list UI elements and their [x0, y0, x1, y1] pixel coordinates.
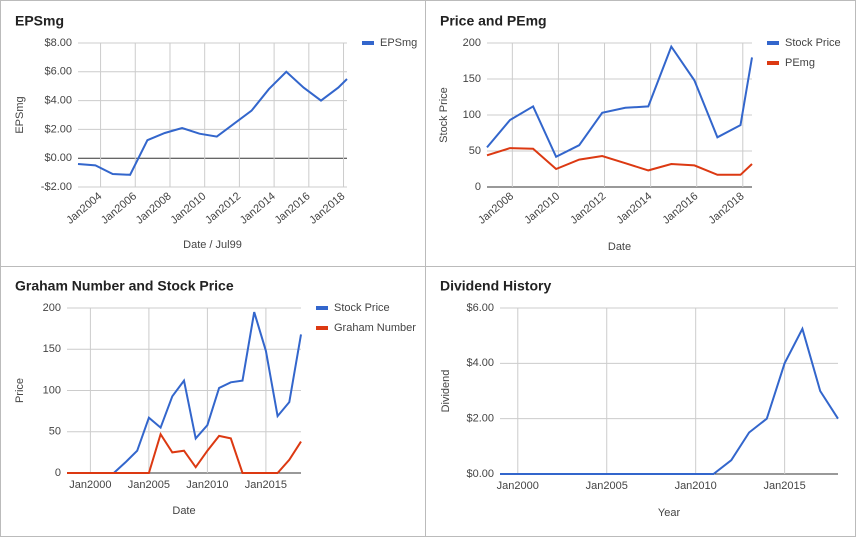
data-line	[486, 147, 753, 176]
y-tick-label: $4.00	[466, 357, 494, 369]
legend-label: Stock Price	[334, 302, 390, 314]
legend-label: EPSmg	[380, 37, 417, 49]
chart-title: Graham Number and Stock Price	[15, 278, 234, 294]
y-tick-label: -$2.00	[41, 181, 72, 193]
x-tick-label: Jan2005	[128, 479, 170, 491]
y-tick-label: $2.00	[44, 123, 72, 135]
x-tick-label: Jan2015	[245, 479, 287, 491]
x-tick-label: Jan2010	[522, 190, 562, 226]
x-tick-label: Jan2006	[99, 190, 139, 226]
x-tick-label: Jan2000	[69, 479, 111, 491]
y-tick-label: $0.00	[466, 468, 494, 480]
x-tick-label: Jan2008	[476, 190, 516, 226]
legend-label: Graham Number	[334, 322, 416, 334]
legend-label: PEmg	[785, 57, 815, 69]
y-axis-title: Price	[14, 378, 26, 403]
data-line	[77, 70, 348, 176]
y-tick-label: 50	[49, 426, 61, 438]
x-axis-title: Date	[608, 241, 631, 253]
data-line	[486, 44, 753, 159]
x-tick-label: Jan2004	[64, 190, 104, 226]
y-tick-label: $6.00	[466, 302, 494, 314]
x-tick-label: Jan2010	[168, 190, 208, 226]
x-tick-label: Jan2008	[134, 190, 174, 226]
x-tick-label: Jan2012	[568, 190, 608, 226]
x-tick-label: Jan2010	[675, 480, 717, 492]
x-tick-label: Jan2015	[764, 480, 806, 492]
y-tick-label: $0.00	[44, 152, 72, 164]
x-tick-label: Jan2000	[497, 480, 539, 492]
y-tick-label: 0	[55, 467, 61, 479]
x-tick-label: Jan2005	[586, 480, 628, 492]
y-tick-label: $8.00	[44, 37, 72, 49]
x-tick-label: Jan2016	[273, 190, 313, 226]
y-tick-label: 0	[475, 181, 481, 193]
x-axis-title: Date	[172, 505, 195, 517]
x-tick-label: Jan2018	[307, 190, 347, 226]
y-tick-label: 200	[43, 302, 61, 314]
x-tick-label: Jan2016	[660, 190, 700, 226]
y-tick-label: 100	[43, 384, 61, 396]
data-line	[67, 431, 302, 474]
x-axis-title: Year	[658, 507, 681, 519]
legend-label: Stock Price	[785, 37, 841, 49]
x-tick-label: Jan2014	[614, 190, 654, 226]
chart-title: Dividend History	[440, 278, 551, 294]
x-tick-label: Jan2018	[707, 190, 747, 226]
y-tick-label: $2.00	[466, 413, 494, 425]
y-tick-label: $4.00	[44, 95, 72, 107]
y-tick-label: 150	[463, 73, 481, 85]
y-axis-title: Stock Price	[438, 87, 450, 143]
y-tick-label: 100	[463, 109, 481, 121]
y-tick-label: 150	[43, 343, 61, 355]
data-line	[500, 326, 839, 475]
x-tick-label: Jan2012	[203, 190, 243, 226]
y-tick-label: 200	[463, 37, 481, 49]
y-axis-title: Dividend	[440, 370, 452, 413]
x-axis-title: Date / Jul99	[183, 239, 242, 251]
x-tick-label: Jan2010	[186, 479, 228, 491]
y-axis-title: EPSmg	[14, 96, 26, 133]
y-tick-label: 50	[469, 145, 481, 157]
chart-title: EPSmg	[15, 13, 64, 29]
y-tick-label: $6.00	[44, 66, 72, 78]
x-tick-label: Jan2014	[238, 190, 278, 226]
chart-title: Price and PEmg	[440, 13, 547, 29]
